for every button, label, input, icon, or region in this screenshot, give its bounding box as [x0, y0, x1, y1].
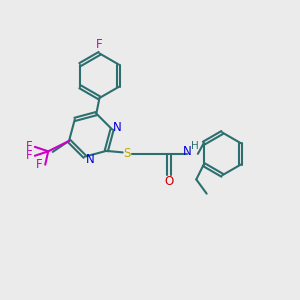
Text: F: F: [36, 158, 43, 171]
Text: N: N: [183, 145, 191, 158]
Text: F: F: [26, 140, 32, 153]
Text: F: F: [26, 149, 32, 162]
Text: H: H: [191, 141, 199, 151]
Text: S: S: [123, 147, 131, 161]
Text: O: O: [164, 175, 173, 188]
Text: F: F: [96, 38, 103, 51]
Text: N: N: [113, 122, 122, 134]
Text: N: N: [86, 153, 94, 166]
